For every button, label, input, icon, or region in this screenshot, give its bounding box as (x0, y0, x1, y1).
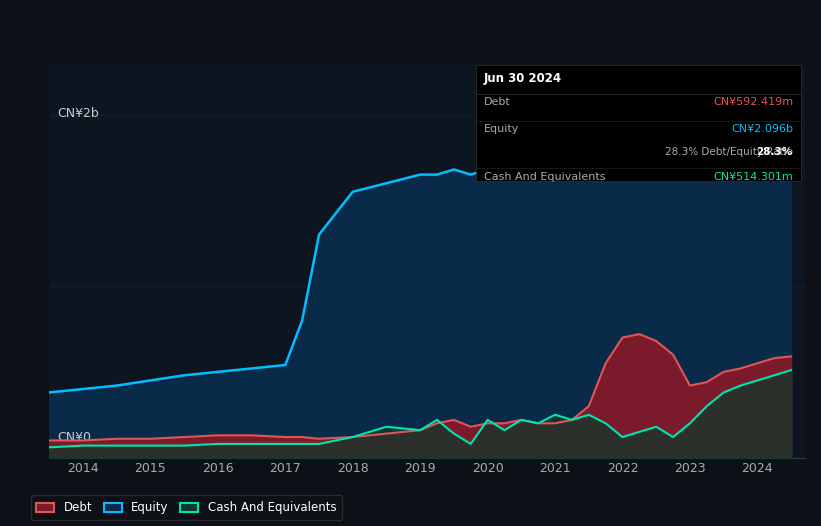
Text: Jun 30 2024: Jun 30 2024 (484, 72, 562, 85)
Text: Debt: Debt (484, 97, 511, 107)
Text: CN¥2.096b: CN¥2.096b (732, 124, 793, 134)
Text: 28.3% Debt/Equity Ratio: 28.3% Debt/Equity Ratio (665, 147, 793, 157)
Text: Cash And Equivalents: Cash And Equivalents (484, 171, 605, 181)
Text: CN¥2b: CN¥2b (57, 106, 99, 119)
Text: CN¥0: CN¥0 (57, 431, 91, 444)
FancyBboxPatch shape (476, 65, 800, 181)
Text: Equity: Equity (484, 124, 519, 134)
Text: CN¥592.419m: CN¥592.419m (713, 97, 793, 107)
Legend: Debt, Equity, Cash And Equivalents: Debt, Equity, Cash And Equivalents (30, 495, 342, 520)
Text: 28.3%: 28.3% (756, 147, 792, 157)
Text: CN¥514.301m: CN¥514.301m (713, 171, 793, 181)
